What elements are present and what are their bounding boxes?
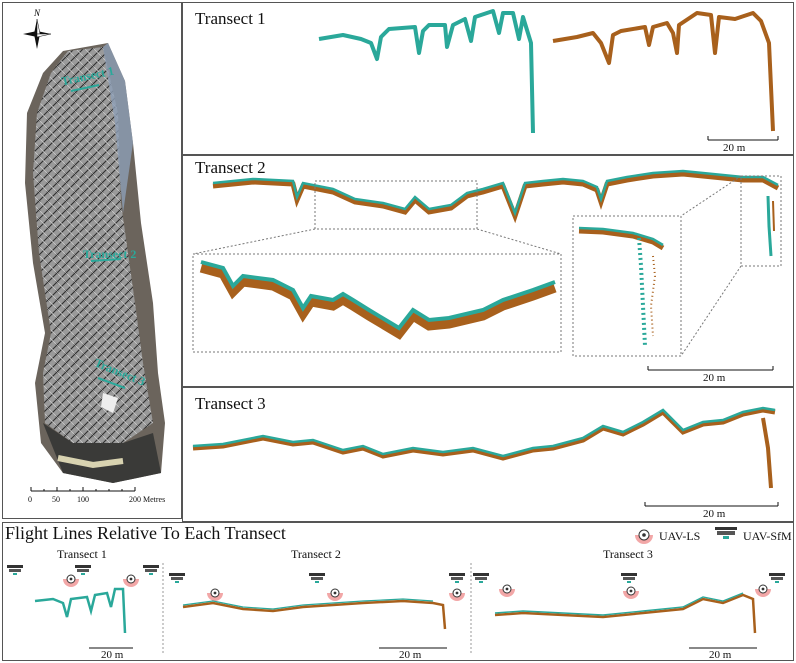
scale-tick-100: 100 [77, 495, 89, 504]
laser-scanner-icon [635, 529, 653, 544]
map-scale-bar [30, 487, 136, 492]
panel-title: Transect 2 [195, 158, 266, 177]
svg-text:N: N [33, 8, 41, 18]
camera-sfm-icon [715, 527, 737, 539]
orthomosaic-map [25, 43, 165, 483]
flight-sub-title-3: Transect 3 [603, 547, 653, 561]
scale-label: 20 m [723, 142, 746, 154]
transect-1-profiles [318, 9, 779, 141]
scale-label: 20 m [703, 372, 726, 384]
scale-label: 20 m [703, 508, 726, 520]
flight-lines-diagram [7, 563, 785, 653]
scale-tick-200: 200 Metres [129, 495, 166, 504]
flight-sub-title-2: Transect 2 [291, 547, 341, 561]
transect-2-profiles [192, 169, 782, 371]
legend-uav-ls: UAV-LS [659, 529, 701, 543]
transect-1-panel: Transect 1 20 m [182, 2, 794, 155]
map-panel: N N Transect 1 Transect 2 Transect 3 0 5… [2, 2, 182, 519]
transect-3-panel: Transect 3 20 m [182, 387, 794, 522]
flight-scale-2: 20 m [399, 649, 422, 661]
flight-scale-3: 20 m [709, 649, 732, 661]
panel-title: Transect 1 [195, 9, 266, 28]
flight-scale-1: 20 m [101, 649, 124, 661]
transect-2-panel: Transect 2 20 m [182, 155, 794, 387]
flight-title: Flight Lines Relative To Each Transect [5, 523, 286, 543]
map-label-transect-2: Transect 2 [83, 247, 137, 261]
flight-lines-panel: Flight Lines Relative To Each Transect U… [2, 522, 794, 661]
scale-tick-50: 50 [52, 495, 60, 504]
legend-uav-sfm: UAV-SfM [743, 529, 792, 543]
panel-title: Transect 3 [195, 394, 266, 413]
flight-sub-title-1: Transect 1 [57, 547, 107, 561]
transect-3-profiles [192, 406, 779, 507]
scale-tick-0: 0 [28, 495, 32, 504]
compass-rose-icon: N [23, 8, 52, 49]
